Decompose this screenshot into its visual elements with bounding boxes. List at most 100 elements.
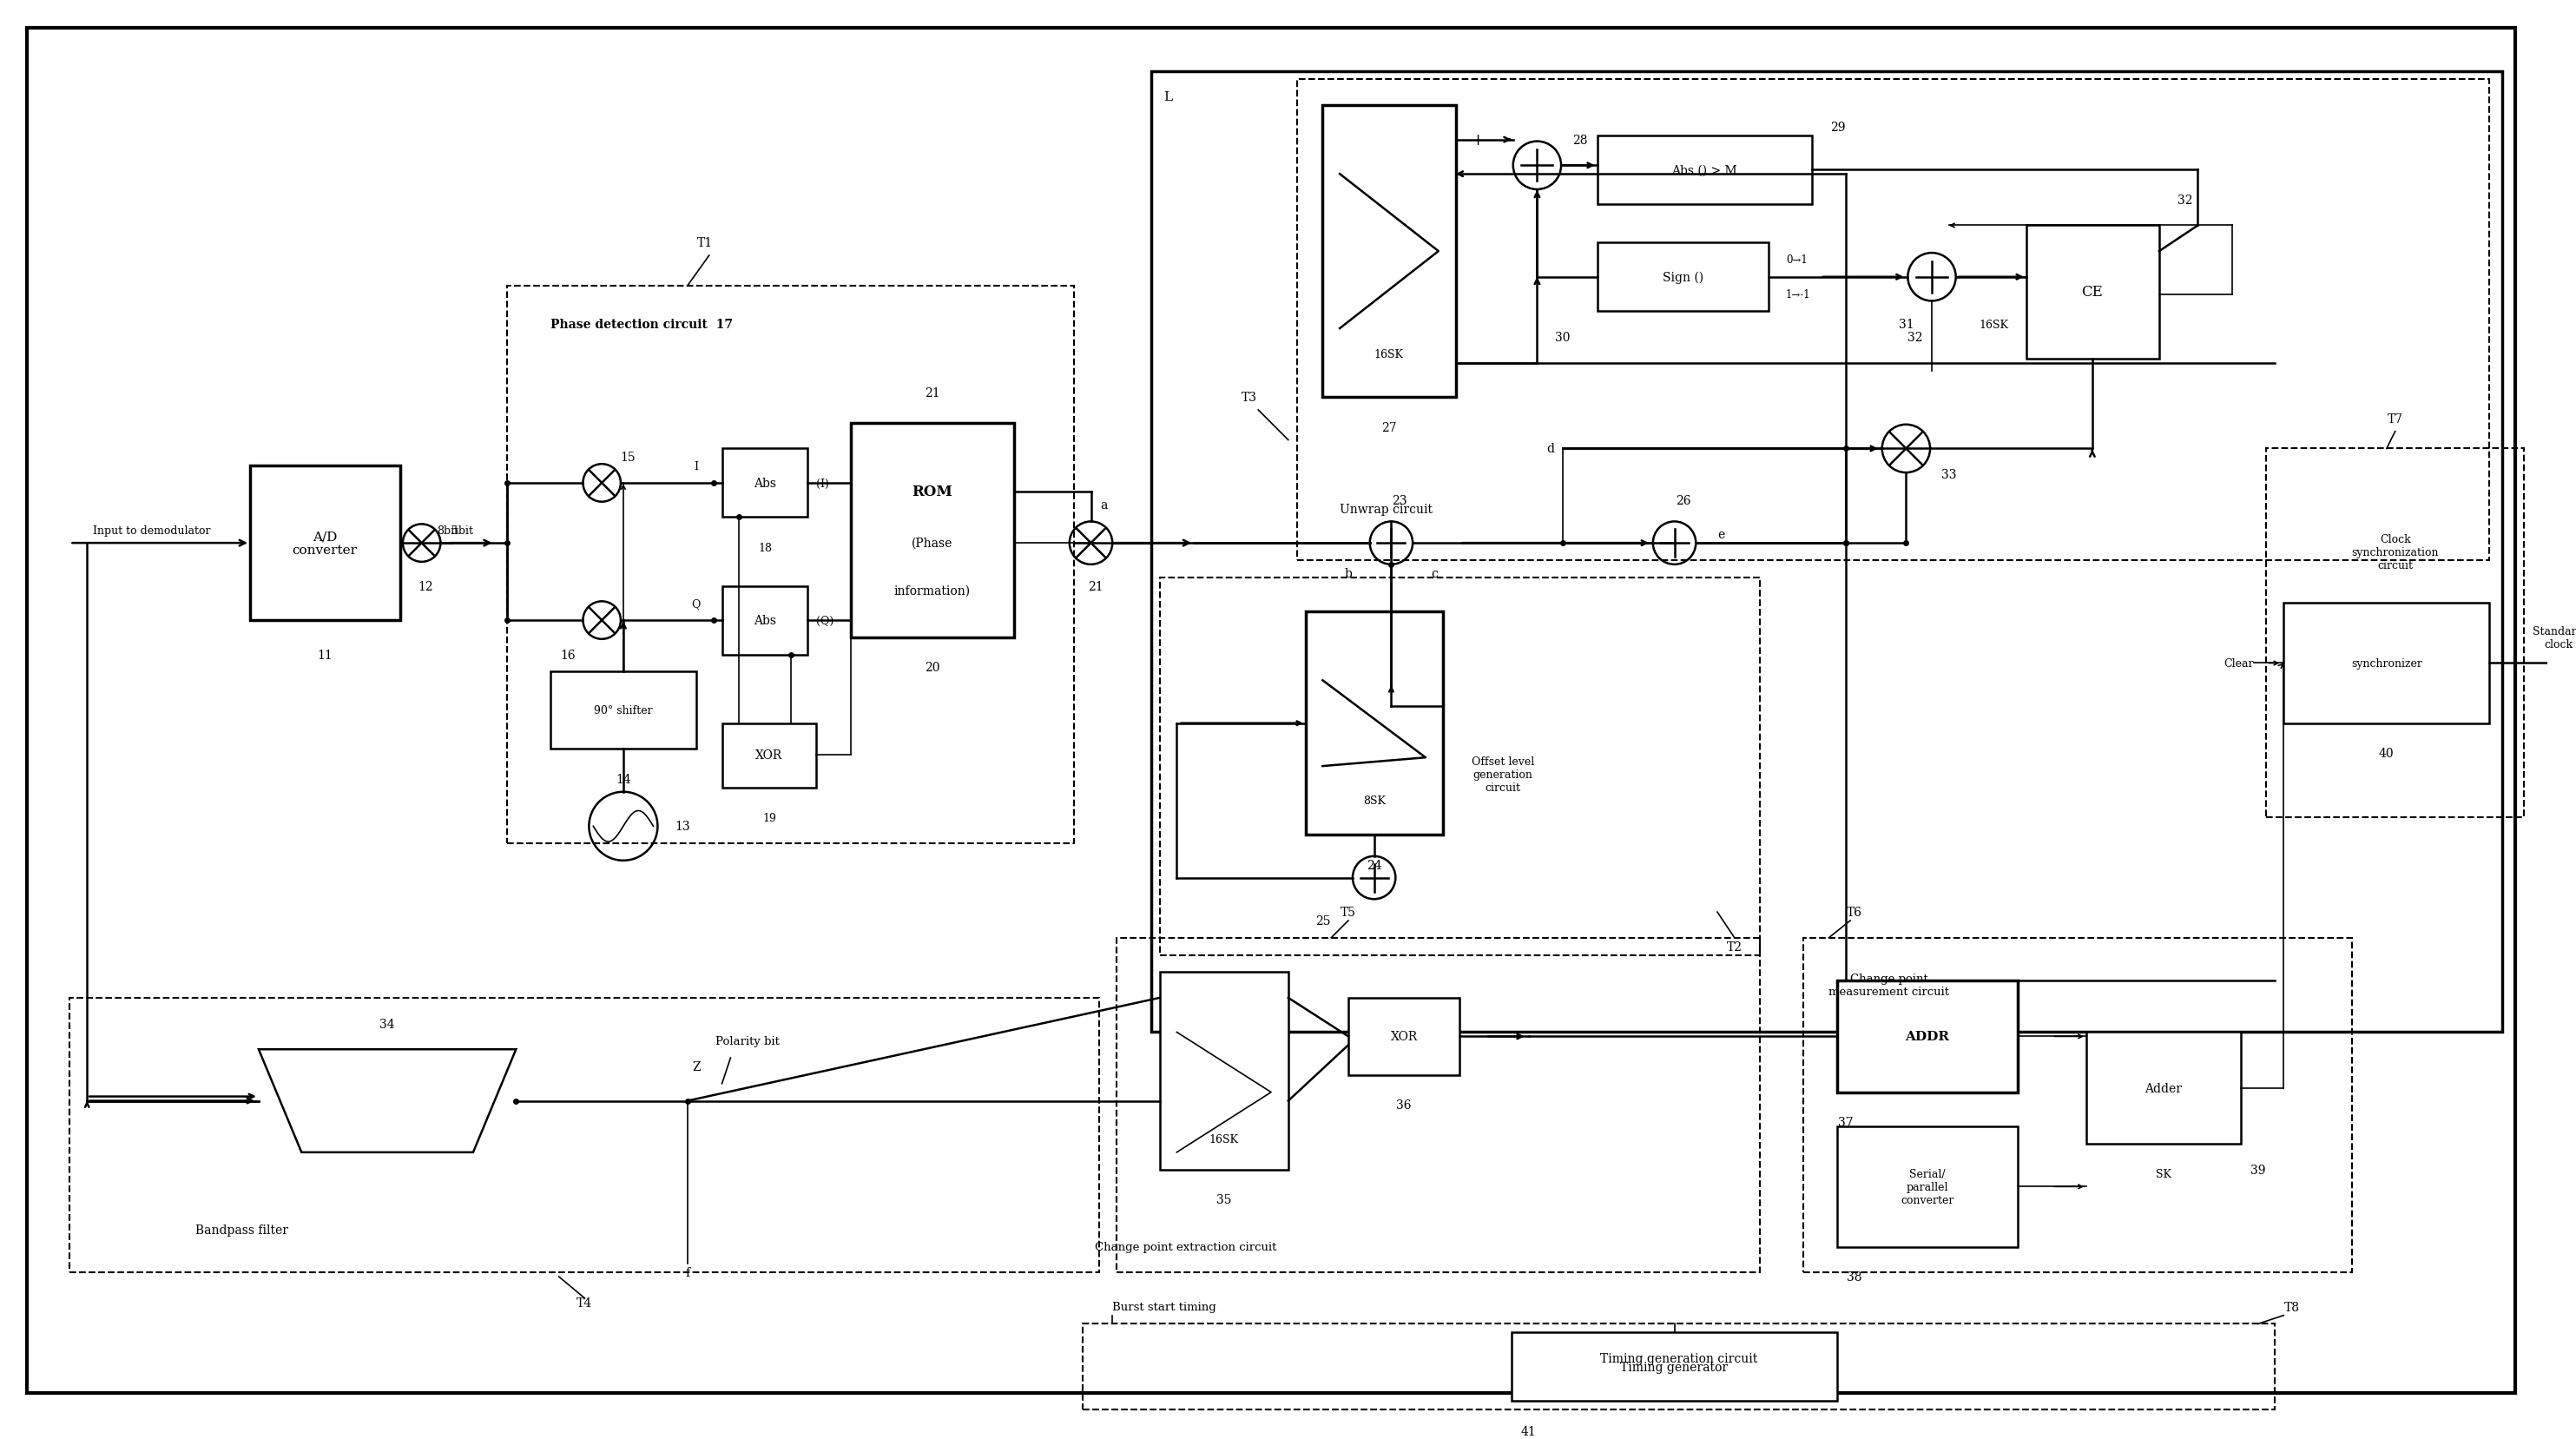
Text: XOR: XOR (755, 750, 783, 761)
Text: d: d (1546, 443, 1553, 455)
Text: 1→-1: 1→-1 (1785, 289, 1811, 301)
Text: 0→1: 0→1 (1785, 255, 1808, 266)
Text: 8bit: 8bit (435, 525, 459, 537)
Text: T3: T3 (1242, 391, 1257, 404)
Text: b: b (1345, 567, 1352, 580)
Text: Abs: Abs (755, 614, 775, 627)
Text: 28: 28 (1571, 134, 1587, 147)
Text: 32: 32 (2177, 194, 2192, 206)
Text: T4: T4 (577, 1297, 592, 1308)
Text: Sign (): Sign () (1662, 272, 1703, 283)
Bar (1597, 137, 1811, 204)
Text: 16SK: 16SK (1208, 1134, 1239, 1145)
Bar (1837, 1127, 2017, 1246)
Text: Serial/
parallel
converter: Serial/ parallel converter (1901, 1168, 1955, 1206)
Bar (2282, 603, 2488, 724)
Text: Burst start timing: Burst start timing (1113, 1301, 1216, 1312)
Text: 29: 29 (1829, 121, 1844, 134)
Text: Timing generation circuit: Timing generation circuit (1600, 1353, 1757, 1364)
Bar (1296, 81, 2488, 561)
Bar (721, 724, 817, 789)
Text: 15: 15 (621, 452, 636, 463)
Text: Bandpass filter: Bandpass filter (196, 1223, 289, 1236)
Bar (1803, 938, 2352, 1272)
Text: synchronizer: synchronizer (2352, 658, 2421, 669)
Text: (Phase: (Phase (912, 537, 953, 550)
Text: Change point
measurement circuit: Change point measurement circuit (1829, 973, 1950, 997)
Text: Q: Q (693, 597, 701, 609)
Text: e: e (1718, 528, 1723, 541)
Bar (1837, 981, 2017, 1092)
Text: 36: 36 (1396, 1099, 1412, 1111)
Bar (2267, 449, 2524, 817)
Text: L: L (1164, 91, 1172, 104)
Text: 8SK: 8SK (1363, 796, 1386, 806)
Text: 12: 12 (417, 580, 433, 593)
Text: Polarity bit: Polarity bit (716, 1035, 781, 1046)
Text: XOR: XOR (1391, 1030, 1417, 1043)
Text: (Q): (Q) (817, 614, 835, 626)
Bar (507, 286, 1074, 843)
Bar (1159, 973, 1288, 1170)
Bar (1151, 72, 2501, 1032)
Text: 31: 31 (1899, 318, 1914, 331)
Text: 24: 24 (1365, 859, 1381, 871)
Bar (721, 449, 809, 518)
Text: -: - (1473, 355, 1479, 371)
Text: Input to demodulator: Input to demodulator (93, 525, 211, 537)
Text: 25: 25 (1314, 915, 1329, 927)
Text: Standard
clock: Standard clock (2532, 626, 2576, 650)
Text: Phase detection circuit  17: Phase detection circuit 17 (551, 318, 732, 331)
Text: c: c (1430, 567, 1437, 580)
Text: Clock
synchronization
circuit: Clock synchronization circuit (2352, 534, 2439, 571)
Bar (1159, 577, 1759, 955)
Text: Change point extraction circuit: Change point extraction circuit (1095, 1242, 1275, 1252)
Text: 18: 18 (757, 543, 773, 554)
Bar (850, 423, 1015, 637)
Bar (1082, 1324, 2275, 1410)
Text: Abs () > M: Abs () > M (1672, 164, 1736, 177)
Text: I: I (693, 460, 698, 472)
Text: T6: T6 (1847, 907, 1862, 918)
Text: T7: T7 (2388, 413, 2403, 425)
Text: T5: T5 (1340, 907, 1355, 918)
Bar (70, 999, 1100, 1272)
Text: CE: CE (2081, 285, 2102, 299)
Text: 27: 27 (1381, 422, 1396, 433)
Bar (721, 586, 809, 655)
Text: T1: T1 (698, 237, 714, 249)
Text: 23: 23 (1391, 495, 1406, 507)
Bar (250, 466, 399, 620)
Text: Adder: Adder (2146, 1082, 2182, 1094)
Text: 38: 38 (1847, 1271, 1862, 1284)
Text: ROM: ROM (912, 485, 953, 499)
Text: a: a (1100, 499, 1108, 511)
Text: 19: 19 (762, 812, 775, 823)
Bar (2027, 226, 2159, 358)
Text: Abs: Abs (755, 478, 775, 489)
Text: 41: 41 (1520, 1425, 1535, 1438)
Text: 30: 30 (1556, 331, 1571, 344)
Text: 39: 39 (2251, 1164, 2264, 1176)
Text: f: f (685, 1266, 690, 1279)
Text: ADDR: ADDR (1906, 1030, 1950, 1043)
Text: 21: 21 (1087, 580, 1103, 593)
Text: 16SK: 16SK (1373, 350, 1404, 360)
Text: 26: 26 (1674, 495, 1690, 507)
Text: information): information) (894, 584, 971, 597)
Text: 37: 37 (1839, 1117, 1855, 1128)
Text: 13: 13 (675, 820, 690, 833)
Text: 32: 32 (1906, 331, 1922, 344)
Text: +: + (1471, 132, 1484, 148)
Bar (1347, 999, 1461, 1075)
Bar (2087, 1032, 2241, 1144)
Bar (1115, 938, 1759, 1272)
Text: 35: 35 (1216, 1193, 1231, 1206)
Text: T2: T2 (1726, 941, 1741, 953)
Bar (1512, 1333, 1837, 1402)
Text: Timing generator: Timing generator (1620, 1361, 1728, 1373)
Text: 33: 33 (1942, 469, 1958, 481)
Text: Z: Z (693, 1061, 701, 1072)
Text: T8: T8 (2285, 1301, 2300, 1312)
Text: 34: 34 (379, 1017, 394, 1030)
